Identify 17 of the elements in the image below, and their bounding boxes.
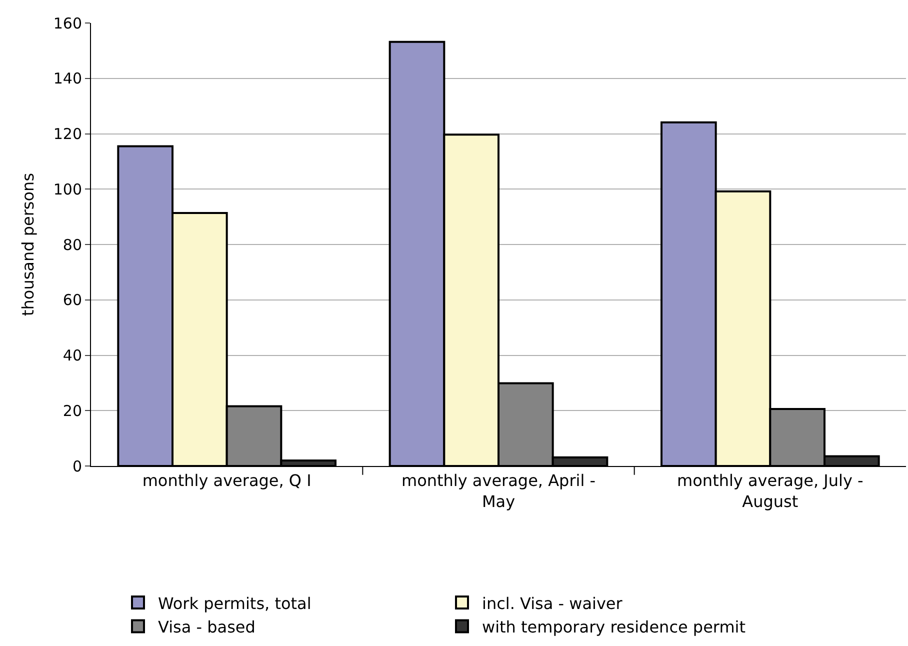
legend-label: with temporary residence permit bbox=[482, 618, 746, 637]
y-tick-label: 120 bbox=[53, 125, 82, 143]
legend-label: Visa - based bbox=[158, 618, 256, 637]
y-tick-label: 80 bbox=[62, 236, 82, 254]
x-tick-label: monthly average, July - August bbox=[677, 471, 864, 511]
y-tick-label: 160 bbox=[53, 14, 82, 32]
x-tick-label: monthly average, April - May bbox=[401, 471, 596, 511]
y-tick-label: 40 bbox=[62, 346, 82, 364]
y-tick-label: 20 bbox=[62, 402, 82, 420]
legend-label: incl. Visa - waiver bbox=[482, 594, 623, 613]
y-tick-label: 140 bbox=[53, 70, 82, 88]
legend-label: Work permits, total bbox=[158, 594, 312, 613]
x-tick-label: monthly average, Q I bbox=[142, 471, 312, 490]
y-tick-label: 100 bbox=[53, 180, 82, 198]
y-tick-label: 60 bbox=[62, 291, 82, 310]
y-axis-title: thousand persons bbox=[18, 172, 38, 316]
y-tick-label: 0 bbox=[72, 457, 82, 476]
